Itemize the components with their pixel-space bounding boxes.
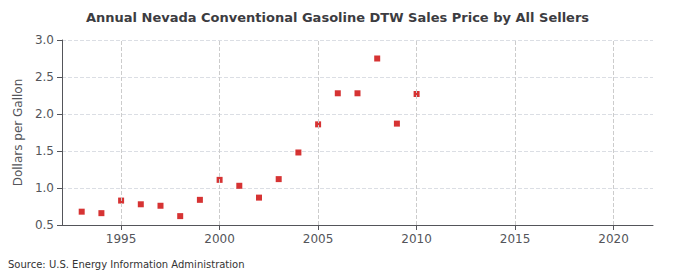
svg-text:Annual Nevada Conventional Gas: Annual Nevada Conventional Gasoline DTW … xyxy=(86,10,589,25)
svg-text:2020: 2020 xyxy=(598,232,629,246)
svg-text:2.0: 2.0 xyxy=(35,107,54,121)
svg-text:2000: 2000 xyxy=(204,232,235,246)
svg-text:1.5: 1.5 xyxy=(35,144,54,158)
svg-text:1995: 1995 xyxy=(106,232,137,246)
svg-text:2005: 2005 xyxy=(303,232,334,246)
svg-text:3.0: 3.0 xyxy=(35,33,54,47)
svg-text:2.5: 2.5 xyxy=(35,70,54,84)
svg-text:Dollars per Gallon: Dollars per Gallon xyxy=(11,79,25,187)
svg-text:0.5: 0.5 xyxy=(35,218,54,232)
svg-text:1.0: 1.0 xyxy=(35,181,54,195)
svg-text:Source: U.S. Energy Informatio: Source: U.S. Energy Information Administ… xyxy=(8,259,245,270)
svg-text:2010: 2010 xyxy=(401,232,432,246)
svg-text:2015: 2015 xyxy=(500,232,531,246)
